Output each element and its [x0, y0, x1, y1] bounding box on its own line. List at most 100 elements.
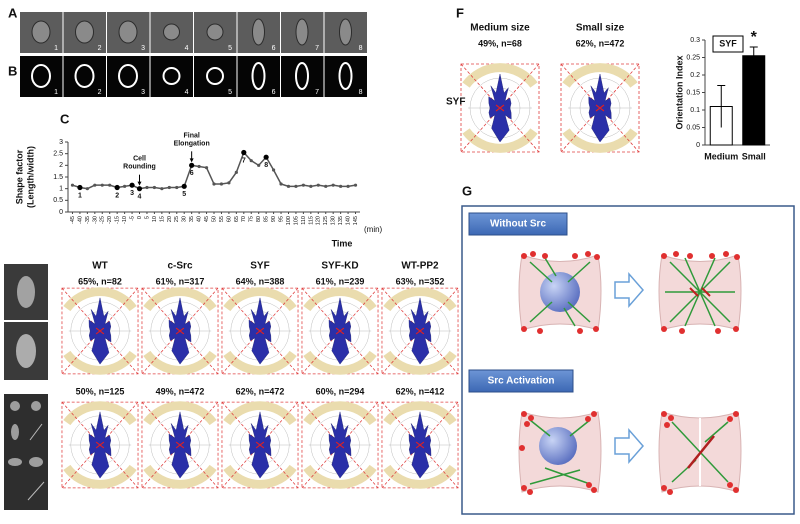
- x-axis-label: Time: [332, 238, 353, 248]
- arrow-head: [137, 181, 142, 186]
- frame-number: 6: [272, 45, 276, 52]
- x-tick-label: 140: [346, 216, 352, 225]
- frame-number: 1: [54, 89, 58, 96]
- data-point: [301, 183, 305, 187]
- data-point: [167, 185, 171, 190]
- condition-stats: 62%, n=472: [236, 386, 285, 396]
- y-axis-label: Shape factor: [14, 149, 24, 204]
- rose-diagram: [561, 64, 639, 152]
- cell: [252, 18, 265, 46]
- y-tick-label: 2.5: [53, 151, 63, 158]
- frame-number: 3: [141, 89, 145, 96]
- y-tick-label: 0.25: [686, 54, 700, 61]
- data-point: [145, 185, 149, 190]
- data-point: [212, 182, 216, 186]
- frame-number: 3: [141, 45, 145, 52]
- frame-number: 5: [228, 45, 232, 52]
- condition-name: Small size: [576, 23, 625, 34]
- y-tick-label: 0.5: [53, 197, 63, 204]
- section-title: Src Activation: [488, 376, 555, 387]
- arrow-head: [189, 158, 194, 163]
- cell-after: [658, 251, 742, 334]
- rose-diagram: [142, 288, 218, 374]
- rose-diagram: [142, 402, 218, 488]
- key-point: [114, 184, 120, 191]
- condition-name: SYF: [250, 261, 269, 272]
- condition-stats: 62%, n=472: [576, 38, 625, 48]
- x-tick-label: 120: [316, 216, 322, 225]
- data-point: [286, 184, 291, 188]
- data-point: [175, 185, 179, 190]
- condition-stats: 49%, n=472: [156, 386, 205, 396]
- data-point: [108, 183, 112, 187]
- legend-label: SYF: [719, 38, 737, 48]
- data-point: [197, 164, 201, 169]
- x-tick-label: 110: [301, 216, 307, 225]
- cell: [31, 20, 51, 44]
- frame-number: 6: [272, 89, 276, 96]
- x-tick-label: -35: [85, 216, 91, 224]
- cell: [338, 62, 353, 90]
- x-tick-label: 45: [204, 216, 210, 222]
- cell: [295, 62, 309, 90]
- bar: [742, 55, 766, 146]
- data-point: [279, 182, 283, 186]
- y-tick-label: 0.05: [686, 124, 700, 131]
- cell: [118, 64, 138, 88]
- frame: [194, 56, 237, 97]
- data-point: [346, 184, 350, 188]
- data-point: [294, 184, 298, 188]
- x-tick-label: -25: [100, 216, 106, 224]
- x-tick-label: 100: [286, 216, 292, 225]
- panel-label: F: [456, 5, 464, 20]
- x-tick-label: -45: [70, 216, 76, 224]
- cell: [206, 67, 224, 85]
- x-tick-label: -10: [122, 216, 128, 224]
- condition-stats: 64%, n=388: [236, 276, 285, 286]
- data-point: [234, 170, 238, 174]
- cell: [206, 23, 224, 41]
- frame: [107, 56, 150, 97]
- rose-diagram: [302, 288, 378, 374]
- x-tick-label: -5: [130, 216, 136, 221]
- y-tick-label: 1.5: [53, 174, 63, 181]
- key-point: [241, 149, 247, 156]
- point-label: 2: [115, 192, 119, 199]
- x-tick-label: 35: [189, 216, 195, 222]
- point-label: 7: [242, 157, 246, 164]
- x-tick-label: 55: [219, 216, 225, 222]
- rose-diagram: [382, 402, 458, 488]
- significance: *: [751, 29, 758, 46]
- x-tick-label: 25: [174, 216, 180, 222]
- y-tick-label: 1: [59, 186, 63, 193]
- y-tick-label: 0.3: [690, 37, 700, 44]
- condition-name: c-Src: [167, 261, 192, 272]
- rose-diagrams: WT 65%, n=82 c-Src 61%, n=317 SYF 64%, n=388 S…: [62, 23, 639, 488]
- data-point: [331, 183, 335, 187]
- cell: [162, 67, 181, 85]
- key-point: [136, 186, 143, 192]
- rose-diagram: [62, 402, 138, 488]
- rose-diagram: [382, 288, 458, 374]
- x-tick-label: -20: [107, 216, 113, 224]
- y-tick-label: 0: [696, 142, 700, 149]
- data-point: [249, 159, 253, 163]
- condition-stats: 61%, n=317: [156, 276, 205, 286]
- condition-stats: 62%, n=412: [396, 386, 445, 396]
- x-tick-label: Medium: [704, 151, 738, 161]
- x-tick-label: Small: [742, 151, 766, 161]
- y-tick-label: 0.1: [690, 107, 700, 114]
- annotation: Final Elongation: [174, 132, 210, 147]
- data-point: [324, 184, 328, 188]
- panel-label: G: [462, 183, 472, 198]
- section-title: Without Src: [490, 219, 546, 230]
- x-tick-label: 20: [167, 216, 173, 222]
- rose-diagram: [222, 288, 298, 374]
- bar-chart: 0 0.05 0.1 0.15 0.2 0.25 0.3 Orientation Index S…: [674, 29, 770, 161]
- y-tick-label: 2: [59, 162, 63, 169]
- rose-diagram: [461, 64, 539, 152]
- condition-stats: 61%, n=239: [316, 276, 365, 286]
- x-tick-label: 115: [308, 216, 314, 225]
- cell-src-before: [518, 411, 602, 495]
- y-tick-label: 0.15: [686, 89, 700, 96]
